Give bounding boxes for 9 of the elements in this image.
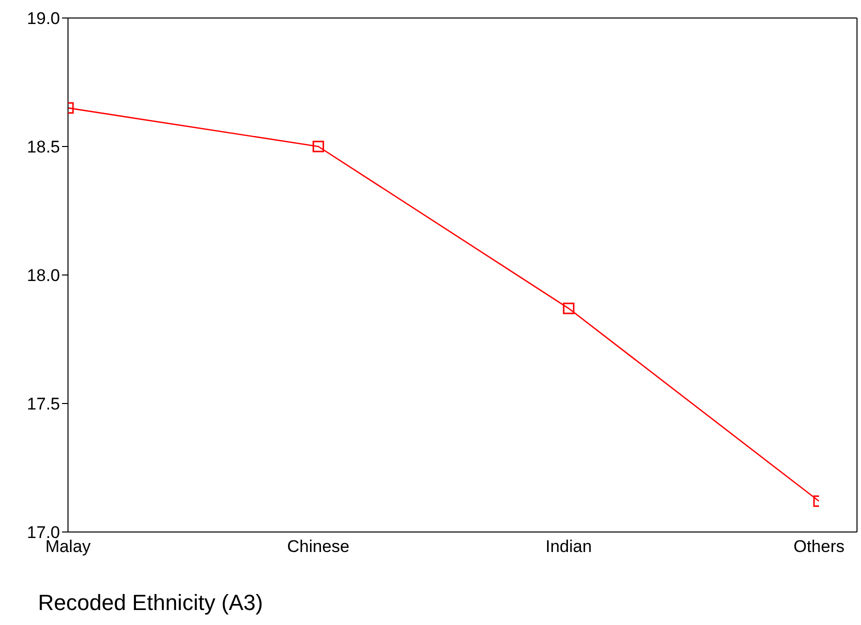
x-axis-title: Recoded Ethnicity (A3) — [38, 590, 263, 616]
x-tick-label: Indian — [546, 537, 592, 556]
y-tick-label: 19.0 — [26, 9, 60, 28]
x-tick-label: Others — [793, 537, 845, 556]
x-tick-label: Chinese — [287, 537, 350, 556]
x-tick-label: Malay — [45, 537, 92, 556]
y-tick-label: 18.5 — [26, 138, 60, 157]
y-tick-label: 17.5 — [26, 394, 60, 414]
y-tick-label: 18.0 — [26, 266, 60, 286]
